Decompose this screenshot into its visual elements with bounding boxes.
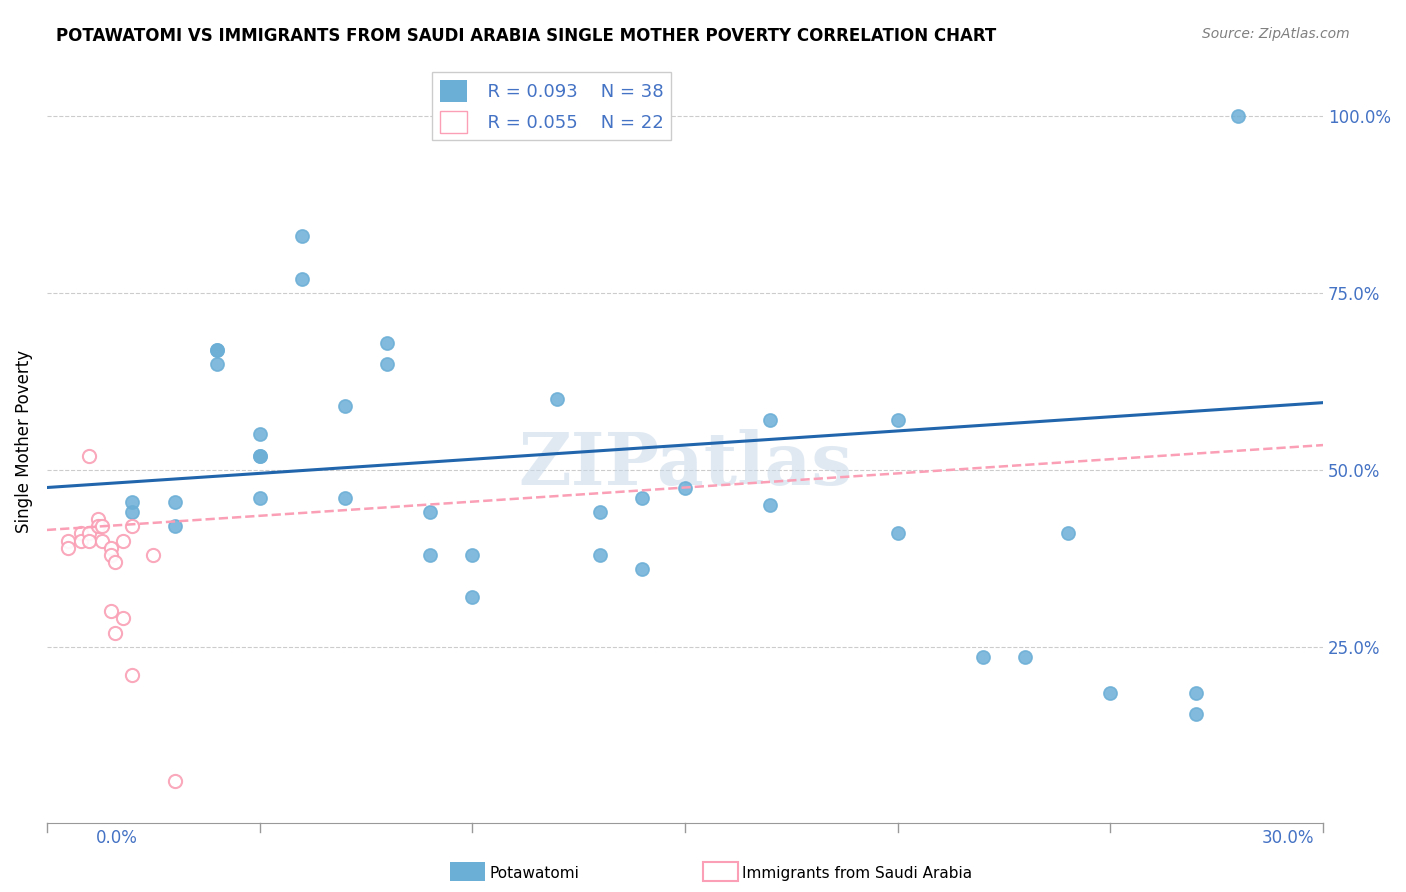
Point	[100, 548, 122, 562]
Point	[100, 604, 122, 618]
Point	[1184, 685, 1206, 699]
Point	[163, 494, 186, 508]
Point	[205, 357, 228, 371]
Y-axis label: Single Mother Poverty: Single Mother Poverty	[15, 350, 32, 533]
Point	[1099, 685, 1122, 699]
Point	[249, 449, 271, 463]
Point	[886, 413, 908, 427]
Point	[631, 491, 654, 505]
Point	[121, 519, 143, 533]
Point	[112, 611, 135, 625]
Text: 0.0%: 0.0%	[96, 829, 138, 847]
Point	[546, 392, 568, 406]
Text: POTAWATOMI VS IMMIGRANTS FROM SAUDI ARABIA SINGLE MOTHER POVERTY CORRELATION CHA: POTAWATOMI VS IMMIGRANTS FROM SAUDI ARAB…	[56, 27, 997, 45]
Point	[1014, 650, 1036, 665]
Point	[249, 427, 271, 442]
Point	[56, 533, 79, 548]
Point	[589, 505, 612, 519]
Point	[673, 481, 696, 495]
Point	[163, 519, 186, 533]
Text: Immigrants from Saudi Arabia: Immigrants from Saudi Arabia	[742, 866, 973, 880]
Text: 30.0%: 30.0%	[1263, 829, 1315, 847]
Point	[121, 494, 143, 508]
Point	[56, 541, 79, 555]
Point	[291, 272, 314, 286]
Point	[333, 491, 356, 505]
Point	[205, 343, 228, 357]
Point	[142, 548, 165, 562]
Point	[70, 533, 93, 548]
Point	[375, 357, 398, 371]
Point	[104, 555, 127, 569]
Point	[631, 562, 654, 576]
Point	[1057, 526, 1080, 541]
Point	[333, 399, 356, 413]
Point	[91, 533, 114, 548]
Point	[112, 533, 135, 548]
Legend:   R = 0.093    N = 38,   R = 0.055    N = 22: R = 0.093 N = 38, R = 0.055 N = 22	[433, 72, 671, 140]
Point	[419, 505, 441, 519]
Point	[886, 526, 908, 541]
Point	[87, 512, 110, 526]
Point	[972, 650, 994, 665]
Point	[375, 335, 398, 350]
Text: Source: ZipAtlas.com: Source: ZipAtlas.com	[1202, 27, 1350, 41]
Point	[419, 548, 441, 562]
Point	[79, 533, 101, 548]
Point	[104, 625, 127, 640]
Point	[79, 449, 101, 463]
Point	[205, 343, 228, 357]
Point	[100, 541, 122, 555]
Point	[249, 491, 271, 505]
Point	[1184, 706, 1206, 721]
Text: ZIPatlas: ZIPatlas	[517, 429, 852, 500]
Point	[79, 526, 101, 541]
Point	[70, 526, 93, 541]
Point	[589, 548, 612, 562]
Point	[249, 449, 271, 463]
Point	[1227, 109, 1250, 123]
Point	[121, 505, 143, 519]
Point	[461, 548, 484, 562]
Point	[759, 413, 782, 427]
Point	[121, 668, 143, 682]
Point	[87, 519, 110, 533]
Point	[291, 229, 314, 244]
Point	[461, 590, 484, 604]
Point	[163, 774, 186, 789]
Point	[91, 519, 114, 533]
Point	[759, 498, 782, 512]
Text: Potawatomi: Potawatomi	[489, 866, 579, 880]
